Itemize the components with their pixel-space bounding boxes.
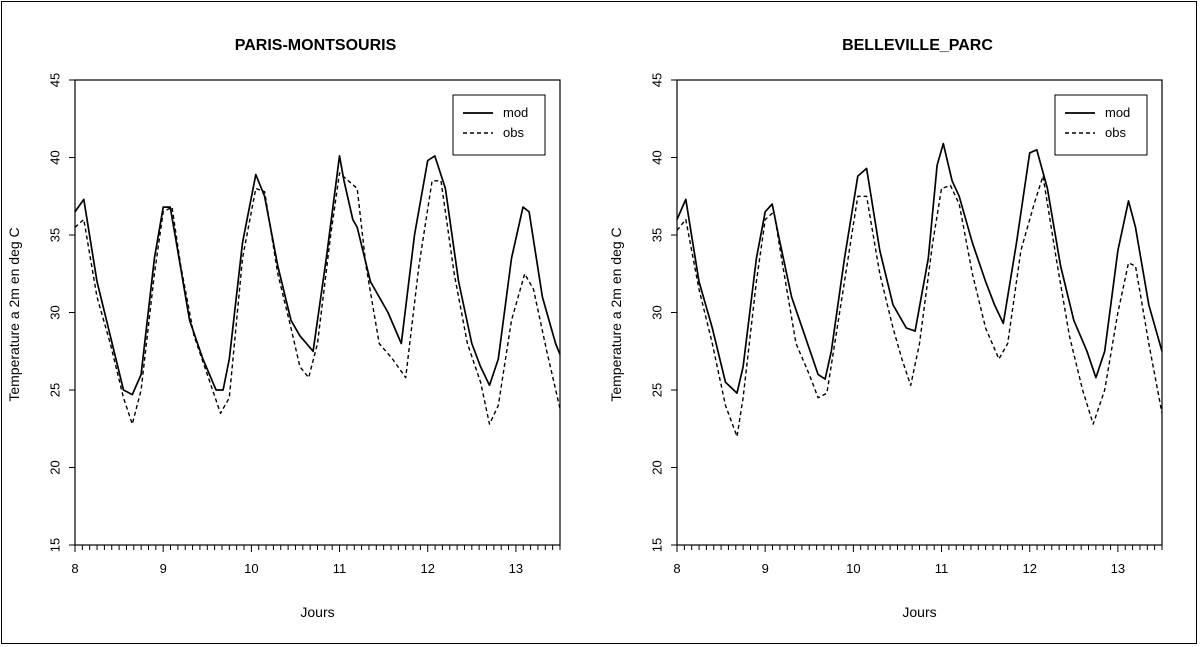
series-line-mod bbox=[676, 142, 1163, 394]
x-axis-label: Jours bbox=[300, 604, 334, 620]
x-tick-label: 13 bbox=[509, 561, 523, 576]
y-tick-label: 25 bbox=[650, 383, 665, 397]
chart-title: BELLEVILLE_PARC bbox=[842, 37, 993, 54]
y-tick-label: 40 bbox=[650, 150, 665, 164]
y-tick-label: 45 bbox=[650, 73, 665, 87]
x-tick-label: 9 bbox=[762, 561, 769, 576]
legend-label-obs: obs bbox=[1105, 125, 1126, 140]
chart-title: PARIS-MONTSOURIS bbox=[235, 37, 397, 54]
series-line-obs bbox=[676, 175, 1163, 438]
chart-paris-montsouris: PARIS-MONTSOURIS 15 20 25 30 35 40 45 8 9 10 11 12 13… bbox=[6, 37, 561, 620]
x-tick-label: 8 bbox=[673, 561, 680, 576]
x-axis-label: Jours bbox=[902, 604, 936, 620]
y-tick-label: 30 bbox=[650, 305, 665, 319]
x-tick-label: 9 bbox=[160, 561, 167, 576]
y-tick-label: 45 bbox=[48, 73, 63, 87]
legend-box bbox=[1054, 94, 1148, 156]
y-tick-label: 30 bbox=[48, 305, 63, 319]
series-line-obs bbox=[74, 172, 561, 425]
y-tick-label: 15 bbox=[650, 538, 665, 552]
x-tick-label: 12 bbox=[1022, 561, 1036, 576]
x-tick-label: 11 bbox=[333, 561, 347, 576]
legend-label-obs: obs bbox=[503, 125, 524, 140]
x-tick-label: 8 bbox=[71, 561, 78, 576]
legend-box bbox=[452, 94, 546, 156]
y-tick-label: 35 bbox=[650, 228, 665, 242]
x-tick-label: 10 bbox=[244, 561, 258, 576]
y-tick-label: 25 bbox=[48, 383, 63, 397]
x-tick-label: 11 bbox=[935, 561, 949, 576]
chart-panel-belleville-parc: BELLEVILLE_PARC 15 20 25 30 35 40 45 8 9 10 11 12 13 J… bbox=[602, 0, 1200, 647]
y-tick-label: 40 bbox=[48, 150, 63, 164]
x-tick-label: 12 bbox=[420, 561, 434, 576]
y-tick-label: 35 bbox=[48, 228, 63, 242]
x-tick-label: 13 bbox=[1111, 561, 1125, 576]
y-axis-label: Temperature a 2m en deg C bbox=[6, 227, 22, 401]
y-axis-label: Temperature a 2m en deg C bbox=[608, 227, 624, 401]
y-tick-label: 20 bbox=[48, 460, 63, 474]
chart-panel-paris-montsouris: PARIS-MONTSOURIS 15 20 25 30 35 40 45 8 9 10 11 12 13… bbox=[6, 37, 561, 620]
series-line-mod bbox=[74, 155, 561, 396]
y-tick-label: 20 bbox=[650, 460, 665, 474]
y-tick-label: 15 bbox=[48, 538, 63, 552]
legend-label-mod: mod bbox=[1105, 105, 1130, 120]
chart-belleville-parc: BELLEVILLE_PARC 15 20 25 30 35 40 45 8 9 10 11 12 13 J… bbox=[608, 37, 1163, 620]
x-tick-label: 10 bbox=[846, 561, 860, 576]
legend-label-mod: mod bbox=[503, 105, 528, 120]
